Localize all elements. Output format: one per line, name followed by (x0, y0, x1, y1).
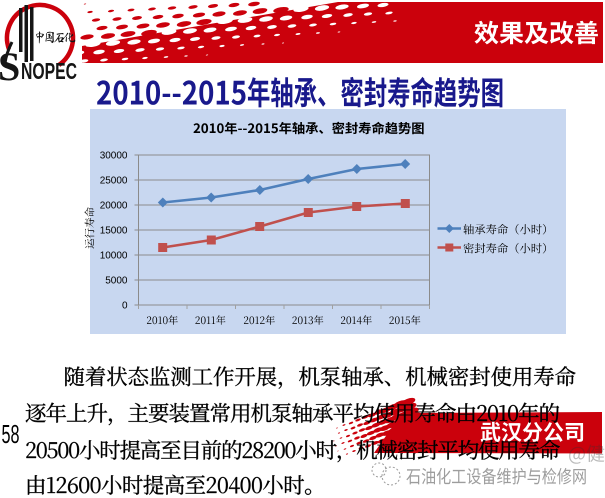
svg-text:58: 58 (2, 419, 20, 449)
svg-text:S: S (0, 44, 20, 89)
svg-text:NOPEC: NOPEC (21, 58, 77, 84)
svg-text:20000: 20000 (100, 201, 128, 212)
svg-text:15000: 15000 (100, 226, 128, 237)
svg-text:5000: 5000 (105, 276, 128, 287)
svg-text:0: 0 (122, 301, 128, 312)
svg-text:30000: 30000 (100, 151, 128, 162)
svg-text:10000: 10000 (100, 251, 128, 262)
svg-text:25000: 25000 (100, 176, 128, 187)
